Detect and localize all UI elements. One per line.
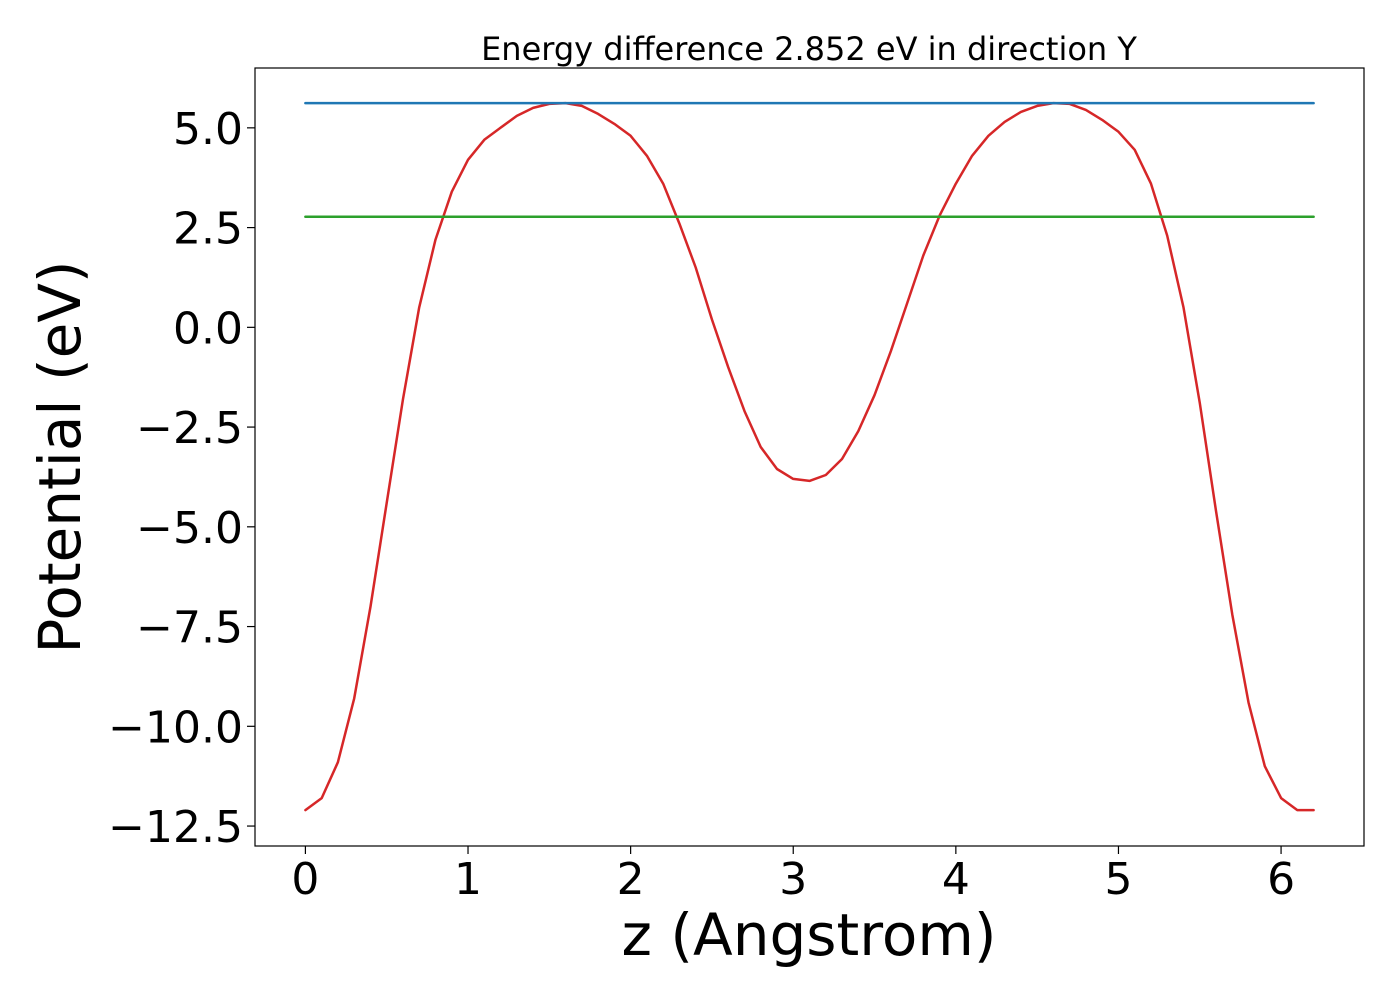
x-axis-label: z (Angstrom) <box>622 901 997 969</box>
series-layer <box>304 101 1315 812</box>
y-tick-label: 0.0 <box>173 303 243 354</box>
y-axis: 5.0 2.5 0.0 −2.5 −5.0 −7.5 −10.0 −12.5 <box>108 104 255 853</box>
x-tick-label: 5 <box>1104 854 1132 905</box>
x-tick-label: 2 <box>617 854 645 905</box>
y-tick-label: −7.5 <box>136 603 243 654</box>
y-tick-label: 2.5 <box>173 204 243 255</box>
x-tick-label: 0 <box>291 854 319 905</box>
x-axis: 0 1 2 3 4 5 6 <box>291 846 1295 905</box>
x-tick-label: 6 <box>1267 854 1295 905</box>
x-tick-label: 1 <box>454 854 482 905</box>
y-tick-label: −2.5 <box>136 403 243 454</box>
plot-frame <box>254 67 1365 847</box>
x-tick-label: 3 <box>779 854 807 905</box>
y-tick-label: −10.0 <box>108 702 243 753</box>
chart-title: Energy difference 2.852 eV in direction … <box>481 30 1137 68</box>
y-tick-label: −5.0 <box>136 503 243 554</box>
y-axis-label: Potential (eV) <box>26 260 94 653</box>
y-tick-label: 5.0 <box>173 104 243 155</box>
series-line-0 <box>304 101 1315 812</box>
y-tick-label: −12.5 <box>108 802 243 853</box>
x-tick-label: 4 <box>942 854 970 905</box>
